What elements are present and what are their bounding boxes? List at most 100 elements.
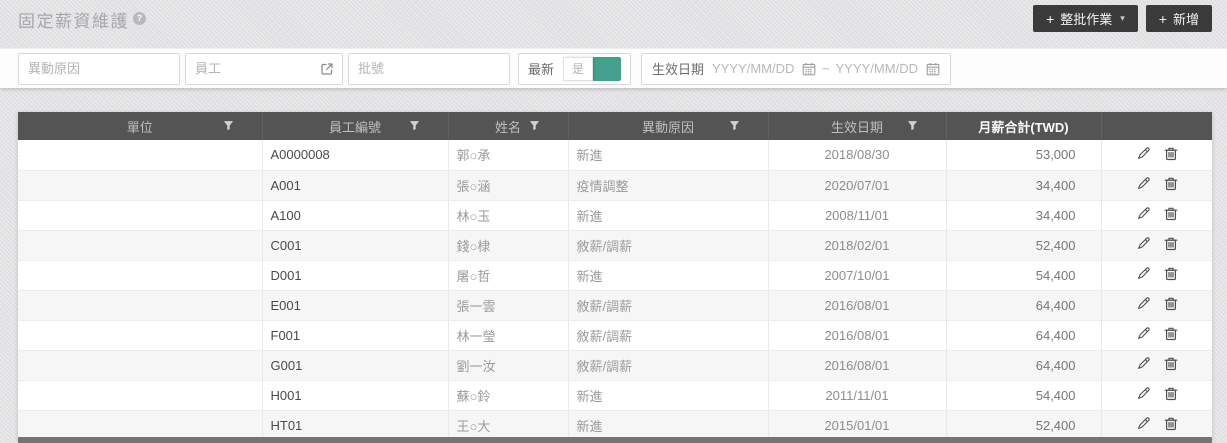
- effective-date-from-input[interactable]: [712, 61, 797, 76]
- cell-emp_id: G001: [262, 350, 449, 381]
- cell-salary: 52,400: [946, 410, 1102, 441]
- plus-icon: +: [1158, 10, 1167, 27]
- row-actions: [1136, 416, 1178, 431]
- column-header-label: 異動原因: [641, 119, 694, 135]
- cell-date: 2018/02/01: [768, 230, 947, 261]
- edit-icon[interactable]: [1136, 206, 1151, 221]
- edit-icon[interactable]: [1136, 326, 1151, 341]
- cell-unit: [18, 320, 263, 351]
- cell-unit: [18, 140, 263, 171]
- column-header-emp_id: 員工編號: [262, 112, 449, 140]
- cell-reason: 疫情調整: [568, 170, 769, 201]
- filter-funnel-icon[interactable]: [907, 120, 918, 131]
- edit-icon[interactable]: [1136, 416, 1151, 431]
- page-title-text: 固定薪資維護: [18, 12, 129, 31]
- latest-filter-group: 最新 是: [518, 52, 632, 85]
- calendar-icon[interactable]: [802, 62, 816, 76]
- delete-icon[interactable]: [1164, 266, 1178, 281]
- cell-name: 張○涵: [448, 170, 569, 201]
- cell-date: 2008/11/01: [768, 200, 947, 231]
- column-header-label: 月薪合計(TWD): [978, 119, 1069, 135]
- filter-funnel-icon[interactable]: [529, 120, 540, 131]
- column-header-reason: 異動原因: [568, 112, 769, 140]
- delete-icon[interactable]: [1164, 326, 1178, 341]
- cell-name: 屠○哲: [448, 260, 569, 291]
- edit-icon[interactable]: [1136, 176, 1151, 191]
- delete-icon[interactable]: [1164, 386, 1178, 401]
- employee-lookup-icon[interactable]: [318, 62, 342, 76]
- row-actions: [1136, 236, 1178, 251]
- cell-actions: [1101, 260, 1212, 291]
- column-header-salary: 月薪合計(TWD): [946, 112, 1102, 140]
- batch-number-input[interactable]: [348, 52, 510, 85]
- edit-icon[interactable]: [1136, 266, 1151, 281]
- delete-icon[interactable]: [1164, 236, 1178, 251]
- filter-funnel-icon[interactable]: [223, 120, 234, 131]
- employee-input[interactable]: [186, 61, 318, 76]
- add-button[interactable]: + 新增: [1145, 5, 1212, 32]
- cell-unit: [18, 260, 263, 291]
- cell-unit: [18, 170, 263, 201]
- delete-icon[interactable]: [1164, 206, 1178, 221]
- cell-emp_id: E001: [262, 290, 449, 321]
- cell-name: 錢○棣: [448, 230, 569, 261]
- horizontal-scrollbar[interactable]: [18, 437, 1212, 443]
- delete-icon[interactable]: [1164, 356, 1178, 371]
- column-header-label: 員工編號: [328, 119, 381, 135]
- cell-emp_id: A0000008: [262, 140, 449, 171]
- effective-date-filter-group: 生效日期 ~: [641, 52, 951, 85]
- add-label: 新增: [1172, 12, 1199, 27]
- cell-actions: [1101, 230, 1212, 261]
- filter-funnel-icon[interactable]: [409, 120, 420, 131]
- row-actions: [1136, 146, 1178, 161]
- row-actions: [1136, 266, 1178, 281]
- edit-icon[interactable]: [1136, 386, 1151, 401]
- delete-icon[interactable]: [1164, 176, 1178, 191]
- delete-icon[interactable]: [1164, 296, 1178, 311]
- cell-name: 郭○承: [448, 140, 569, 171]
- cell-actions: [1101, 380, 1212, 411]
- latest-label: 最新: [528, 62, 555, 77]
- cell-emp_id: A100: [262, 200, 449, 231]
- row-actions: [1136, 356, 1178, 371]
- cell-name: 林一瑩: [448, 320, 569, 351]
- salary-table: 單位 員工編號 姓名 異動原因 生效日期 月薪合計(TWD) A0000008 郭…: [18, 112, 1212, 441]
- edit-icon[interactable]: [1136, 356, 1151, 371]
- cell-name: 王○大: [448, 410, 569, 441]
- cell-salary: 54,400: [946, 380, 1102, 411]
- cell-emp_id: HT01: [262, 410, 449, 441]
- effective-date-to-input[interactable]: [835, 61, 920, 76]
- cell-emp_id: D001: [262, 260, 449, 291]
- cell-reason: 新進: [568, 380, 769, 411]
- change-reason-input[interactable]: [18, 52, 180, 85]
- cell-reason: 敘薪/調薪: [568, 230, 769, 261]
- delete-icon[interactable]: [1164, 416, 1178, 431]
- latest-toggle[interactable]: 是: [563, 56, 622, 81]
- latest-toggle-knob: 是: [563, 56, 594, 81]
- table-row: F001 林一瑩 敘薪/調薪 2016/08/01 64,400: [18, 320, 1212, 351]
- cell-salary: 34,400: [946, 170, 1102, 201]
- delete-icon[interactable]: [1164, 146, 1178, 161]
- edit-icon[interactable]: [1136, 146, 1151, 161]
- column-header-date: 生效日期: [768, 112, 947, 140]
- table-row: A001 張○涵 疫情調整 2020/07/01 34,400: [18, 170, 1212, 201]
- edit-icon[interactable]: [1136, 296, 1151, 311]
- edit-icon[interactable]: [1136, 236, 1151, 251]
- filter-funnel-icon[interactable]: [729, 120, 740, 131]
- column-header-actions: [1101, 112, 1212, 140]
- cell-unit: [18, 290, 263, 321]
- table-row: G001 劉一汝 敘薪/調薪 2016/08/01 64,400: [18, 350, 1212, 381]
- table-row: A0000008 郭○承 新進 2018/08/30 53,000: [18, 140, 1212, 171]
- cell-unit: [18, 230, 263, 261]
- batch-operations-label: 整批作業: [1060, 12, 1113, 27]
- cell-unit: [18, 380, 263, 411]
- cell-date: 2007/10/01: [768, 260, 947, 291]
- help-icon[interactable]: ?: [133, 12, 146, 25]
- batch-operations-button[interactable]: + 整批作業 ▾: [1033, 5, 1138, 32]
- row-actions: [1136, 296, 1178, 311]
- calendar-icon[interactable]: [926, 62, 940, 76]
- row-actions: [1136, 176, 1178, 191]
- cell-reason: 敘薪/調薪: [568, 320, 769, 351]
- date-range-separator: ~: [822, 61, 830, 76]
- cell-actions: [1101, 350, 1212, 381]
